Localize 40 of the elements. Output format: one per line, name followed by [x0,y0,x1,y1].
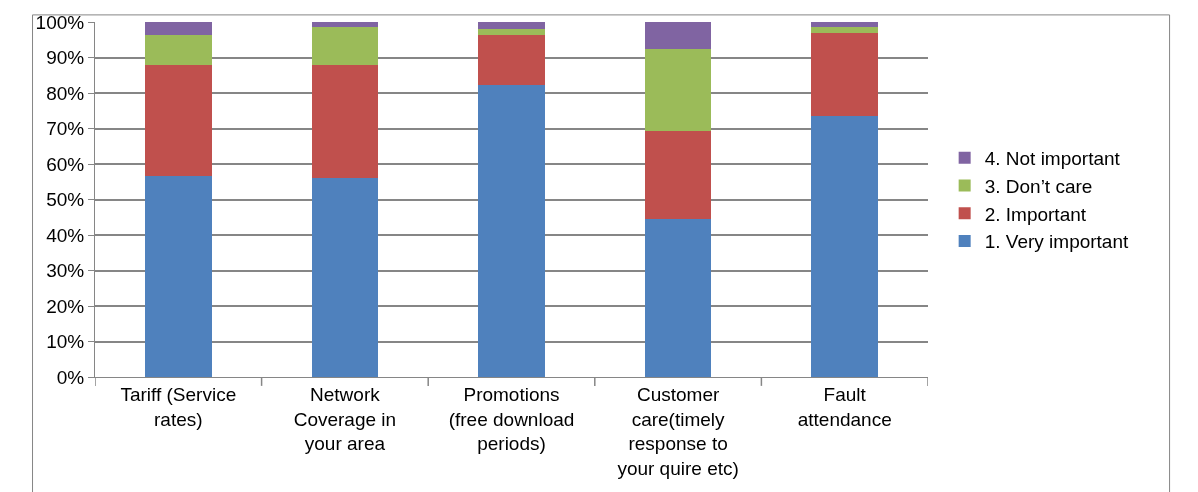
x-tick-label: Tariff (Service rates) [120,383,237,430]
bar [644,48,712,132]
y-tick-label: 60% [46,153,85,175]
legend-label: 2. Important [984,203,1087,225]
y-tick-label: 30% [46,260,85,282]
legend-label: 1. Very important [984,231,1129,253]
y-tick-label: 40% [46,224,85,246]
bar [811,22,879,28]
bar [311,27,379,66]
bar [644,22,712,49]
bar [144,35,212,65]
x-tick-label: Network Coverage in your area [293,383,397,455]
bar [478,84,545,377]
y-tick-label: 70% [46,118,85,140]
x-tick-label: Promotions (free download periods) [448,383,575,455]
bar [478,29,545,35]
y-tick-label: 50% [46,189,85,211]
bar [811,116,879,377]
y-tick-label: 10% [46,331,85,353]
y-tick-label: 100% [35,11,85,33]
y-tick-label: 80% [46,82,85,104]
bar [311,65,379,179]
y-tick-label: 90% [46,47,85,69]
bar [811,32,879,117]
x-tick-label: Fault attendance [797,383,892,430]
legend-label: 3. Don’t care [984,175,1093,197]
bar [144,64,212,176]
bar [144,22,212,36]
y-tick-label: 0% [56,366,85,388]
legend-label: 4. Not important [984,148,1121,170]
bar [644,219,712,377]
bar [811,27,879,33]
bar [144,175,212,377]
bar [478,34,545,85]
bar [644,131,712,220]
x-tick-label: Customer care(timely response to your quire etc) [617,383,739,479]
bar [311,178,379,377]
y-tick-label: 20% [46,295,85,317]
bar [311,22,379,28]
bar [478,22,545,30]
